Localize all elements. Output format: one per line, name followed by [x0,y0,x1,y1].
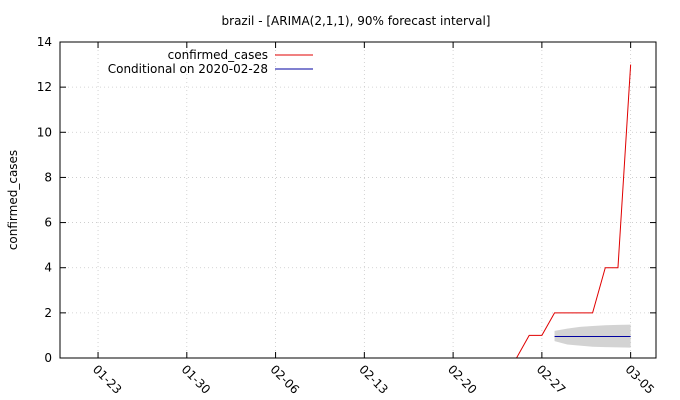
y-tick-label: 0 [44,351,52,365]
legend: confirmed_cases Conditional on 2020-02-2… [108,48,313,76]
y-tick-label: 2 [44,306,52,320]
y-tick-label: 8 [44,170,52,184]
legend-label-0: confirmed_cases [168,48,268,62]
x-tick-label: 02-20 [445,362,480,397]
plot-border [59,41,657,359]
y-axis: 0 2 4 6 8 10 12 14 [37,35,656,365]
x-tick-label: 03-05 [623,362,658,397]
x-tick-label: 02-06 [267,362,302,397]
y-tick-label: 10 [37,125,52,139]
y-tick-label: 4 [44,261,52,275]
series-line-0 [516,64,632,359]
legend-label-1: Conditional on 2020-02-28 [108,62,268,76]
grid [60,42,656,358]
x-tick-label: 02-13 [356,362,391,397]
x-tick-label: 01-30 [179,362,214,397]
y-tick-label: 12 [37,80,52,94]
chart-title: brazil - [ARIMA(2,1,1), 90% forecast int… [222,14,491,28]
x-tick-label: 02-27 [534,362,569,397]
x-tick-label: 01-23 [90,362,125,397]
y-axis-label: confirmed_cases [6,150,20,250]
y-tick-label: 14 [37,35,52,49]
plot-area [516,64,632,359]
y-tick-label: 6 [44,216,52,230]
